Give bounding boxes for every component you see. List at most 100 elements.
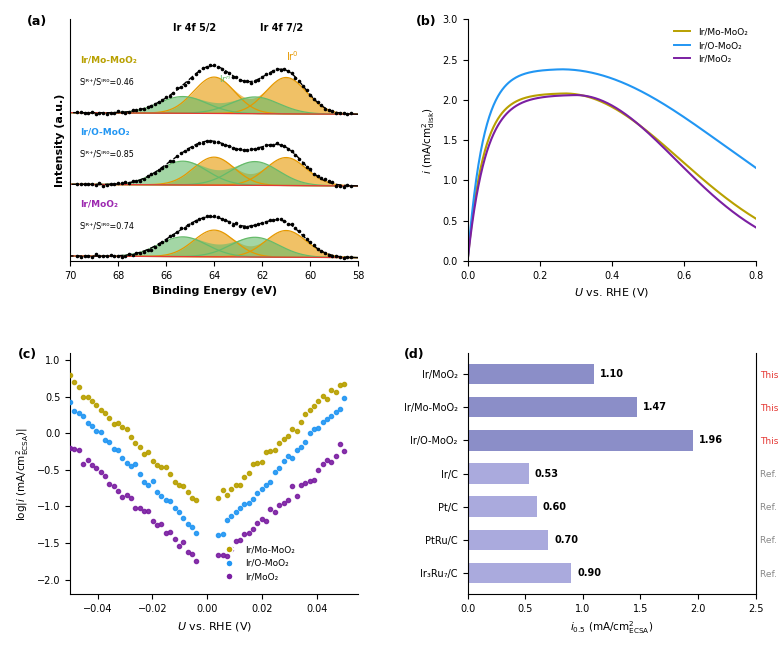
Point <box>104 179 117 189</box>
Point <box>79 251 91 261</box>
Point <box>75 179 87 189</box>
Point <box>225 544 238 554</box>
Point <box>86 107 98 117</box>
Point <box>212 493 224 503</box>
Point <box>197 213 210 224</box>
Point <box>227 220 239 230</box>
Point <box>312 171 324 181</box>
Point <box>173 507 185 517</box>
Point <box>238 222 250 233</box>
Point <box>252 75 265 85</box>
Point <box>286 481 298 492</box>
Point <box>99 435 111 445</box>
Point <box>174 147 187 158</box>
Point <box>256 143 269 153</box>
Text: 1.10: 1.10 <box>600 369 624 379</box>
Point <box>319 248 331 258</box>
Point <box>303 405 315 415</box>
Point <box>330 108 343 118</box>
Point <box>177 537 189 547</box>
Point <box>94 427 107 437</box>
Point <box>316 417 329 427</box>
Point <box>297 81 309 91</box>
Point <box>197 138 210 148</box>
Point <box>104 108 117 118</box>
Point <box>227 142 239 152</box>
Point <box>326 251 339 261</box>
Point <box>90 463 103 473</box>
Point <box>82 178 94 189</box>
Point <box>103 437 115 448</box>
Bar <box>467 463 529 484</box>
Point <box>229 536 241 547</box>
Point <box>108 419 120 430</box>
Point <box>225 510 238 521</box>
Text: Ir$^{0}$: Ir$^{0}$ <box>286 49 299 63</box>
Point <box>316 391 329 402</box>
Point <box>146 516 159 526</box>
Text: Sᴵᴿ⁺/Sᴵᴿ⁰=0.74: Sᴵᴿ⁺/Sᴵᴿ⁰=0.74 <box>79 221 135 230</box>
Point <box>338 393 351 404</box>
Point <box>204 211 217 221</box>
Point <box>133 469 146 479</box>
Text: Ir 4f 5/2: Ir 4f 5/2 <box>174 23 217 33</box>
Point <box>185 522 198 532</box>
Point <box>164 90 176 101</box>
Point <box>252 143 265 153</box>
Point <box>190 495 203 505</box>
Text: Ir 4f 7/2: Ir 4f 7/2 <box>259 23 303 33</box>
Point <box>208 211 220 222</box>
Point <box>219 67 231 77</box>
Point <box>164 469 176 479</box>
Point <box>247 524 259 534</box>
Point <box>263 140 276 150</box>
Point <box>90 426 103 437</box>
Point <box>160 462 172 472</box>
Point <box>177 481 189 491</box>
Point <box>219 140 231 150</box>
Point <box>249 76 261 86</box>
Point <box>72 444 85 455</box>
Point <box>333 181 346 191</box>
Point <box>289 150 301 160</box>
Point <box>129 503 142 513</box>
Point <box>345 108 358 118</box>
Text: (c): (c) <box>18 348 37 361</box>
Point <box>212 530 224 541</box>
Point <box>75 107 87 117</box>
Point <box>212 136 224 147</box>
Point <box>312 97 324 107</box>
Point <box>171 227 183 237</box>
Point <box>273 463 285 473</box>
Y-axis label: Intensity (a.u.): Intensity (a.u.) <box>55 94 65 187</box>
Point <box>90 109 102 119</box>
Text: 0.70: 0.70 <box>554 535 578 545</box>
Point <box>326 177 339 187</box>
Point <box>304 236 316 247</box>
Point <box>312 422 325 433</box>
Bar <box>467 563 571 583</box>
Point <box>260 516 273 526</box>
Point <box>185 549 198 559</box>
Point <box>269 506 281 517</box>
Point <box>338 379 351 390</box>
Point <box>345 180 358 191</box>
Text: 1.47: 1.47 <box>643 402 667 412</box>
Point <box>138 174 150 184</box>
Point <box>82 108 94 118</box>
Point <box>259 216 272 227</box>
Point <box>155 519 167 529</box>
Point <box>178 79 191 90</box>
Point <box>212 550 224 560</box>
Point <box>145 101 157 111</box>
Point <box>123 178 136 188</box>
Point <box>286 452 298 463</box>
Point <box>160 527 172 537</box>
Point <box>252 219 265 229</box>
Point <box>230 218 242 228</box>
Point <box>115 252 128 262</box>
Point <box>160 235 172 245</box>
Point <box>286 424 298 434</box>
Point <box>111 106 124 116</box>
Point <box>245 220 257 231</box>
